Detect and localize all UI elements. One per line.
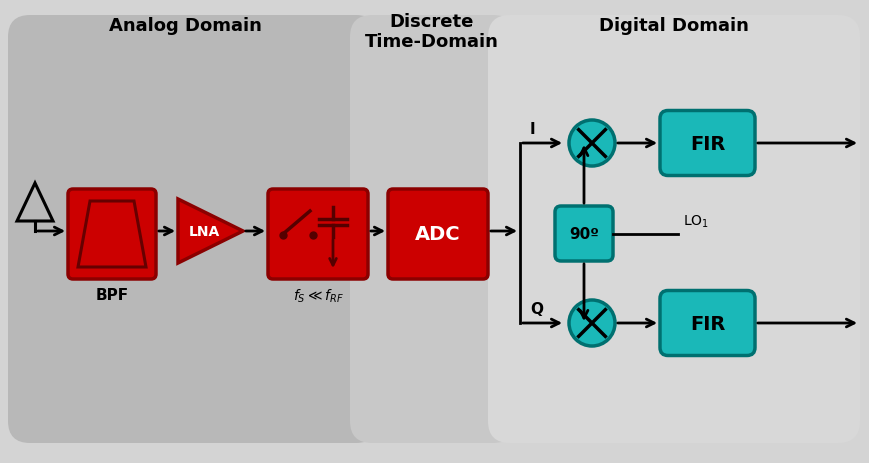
- Text: ADC: ADC: [415, 225, 461, 244]
- Circle shape: [568, 121, 614, 167]
- FancyBboxPatch shape: [660, 291, 754, 356]
- Text: FIR: FIR: [689, 134, 725, 153]
- Text: FIR: FIR: [689, 314, 725, 333]
- Polygon shape: [178, 200, 242, 263]
- Text: BPF: BPF: [96, 288, 129, 303]
- Text: $f_S \ll f_{RF}$: $f_S \ll f_{RF}$: [292, 287, 343, 304]
- FancyBboxPatch shape: [554, 206, 613, 262]
- FancyBboxPatch shape: [268, 189, 368, 279]
- FancyBboxPatch shape: [660, 111, 754, 176]
- Text: Q: Q: [529, 302, 542, 317]
- Circle shape: [568, 300, 614, 346]
- Text: I: I: [529, 122, 535, 137]
- Text: LNA: LNA: [189, 225, 219, 238]
- FancyBboxPatch shape: [488, 16, 859, 443]
- FancyBboxPatch shape: [68, 189, 156, 279]
- Text: LO$_1$: LO$_1$: [682, 213, 708, 229]
- Text: 90º: 90º: [568, 226, 598, 242]
- FancyBboxPatch shape: [8, 16, 377, 443]
- Text: Discrete
Time-Domain: Discrete Time-Domain: [365, 13, 498, 51]
- FancyBboxPatch shape: [349, 16, 514, 443]
- FancyBboxPatch shape: [388, 189, 488, 279]
- Text: Analog Domain: Analog Domain: [109, 17, 262, 35]
- Text: Digital Domain: Digital Domain: [599, 17, 748, 35]
